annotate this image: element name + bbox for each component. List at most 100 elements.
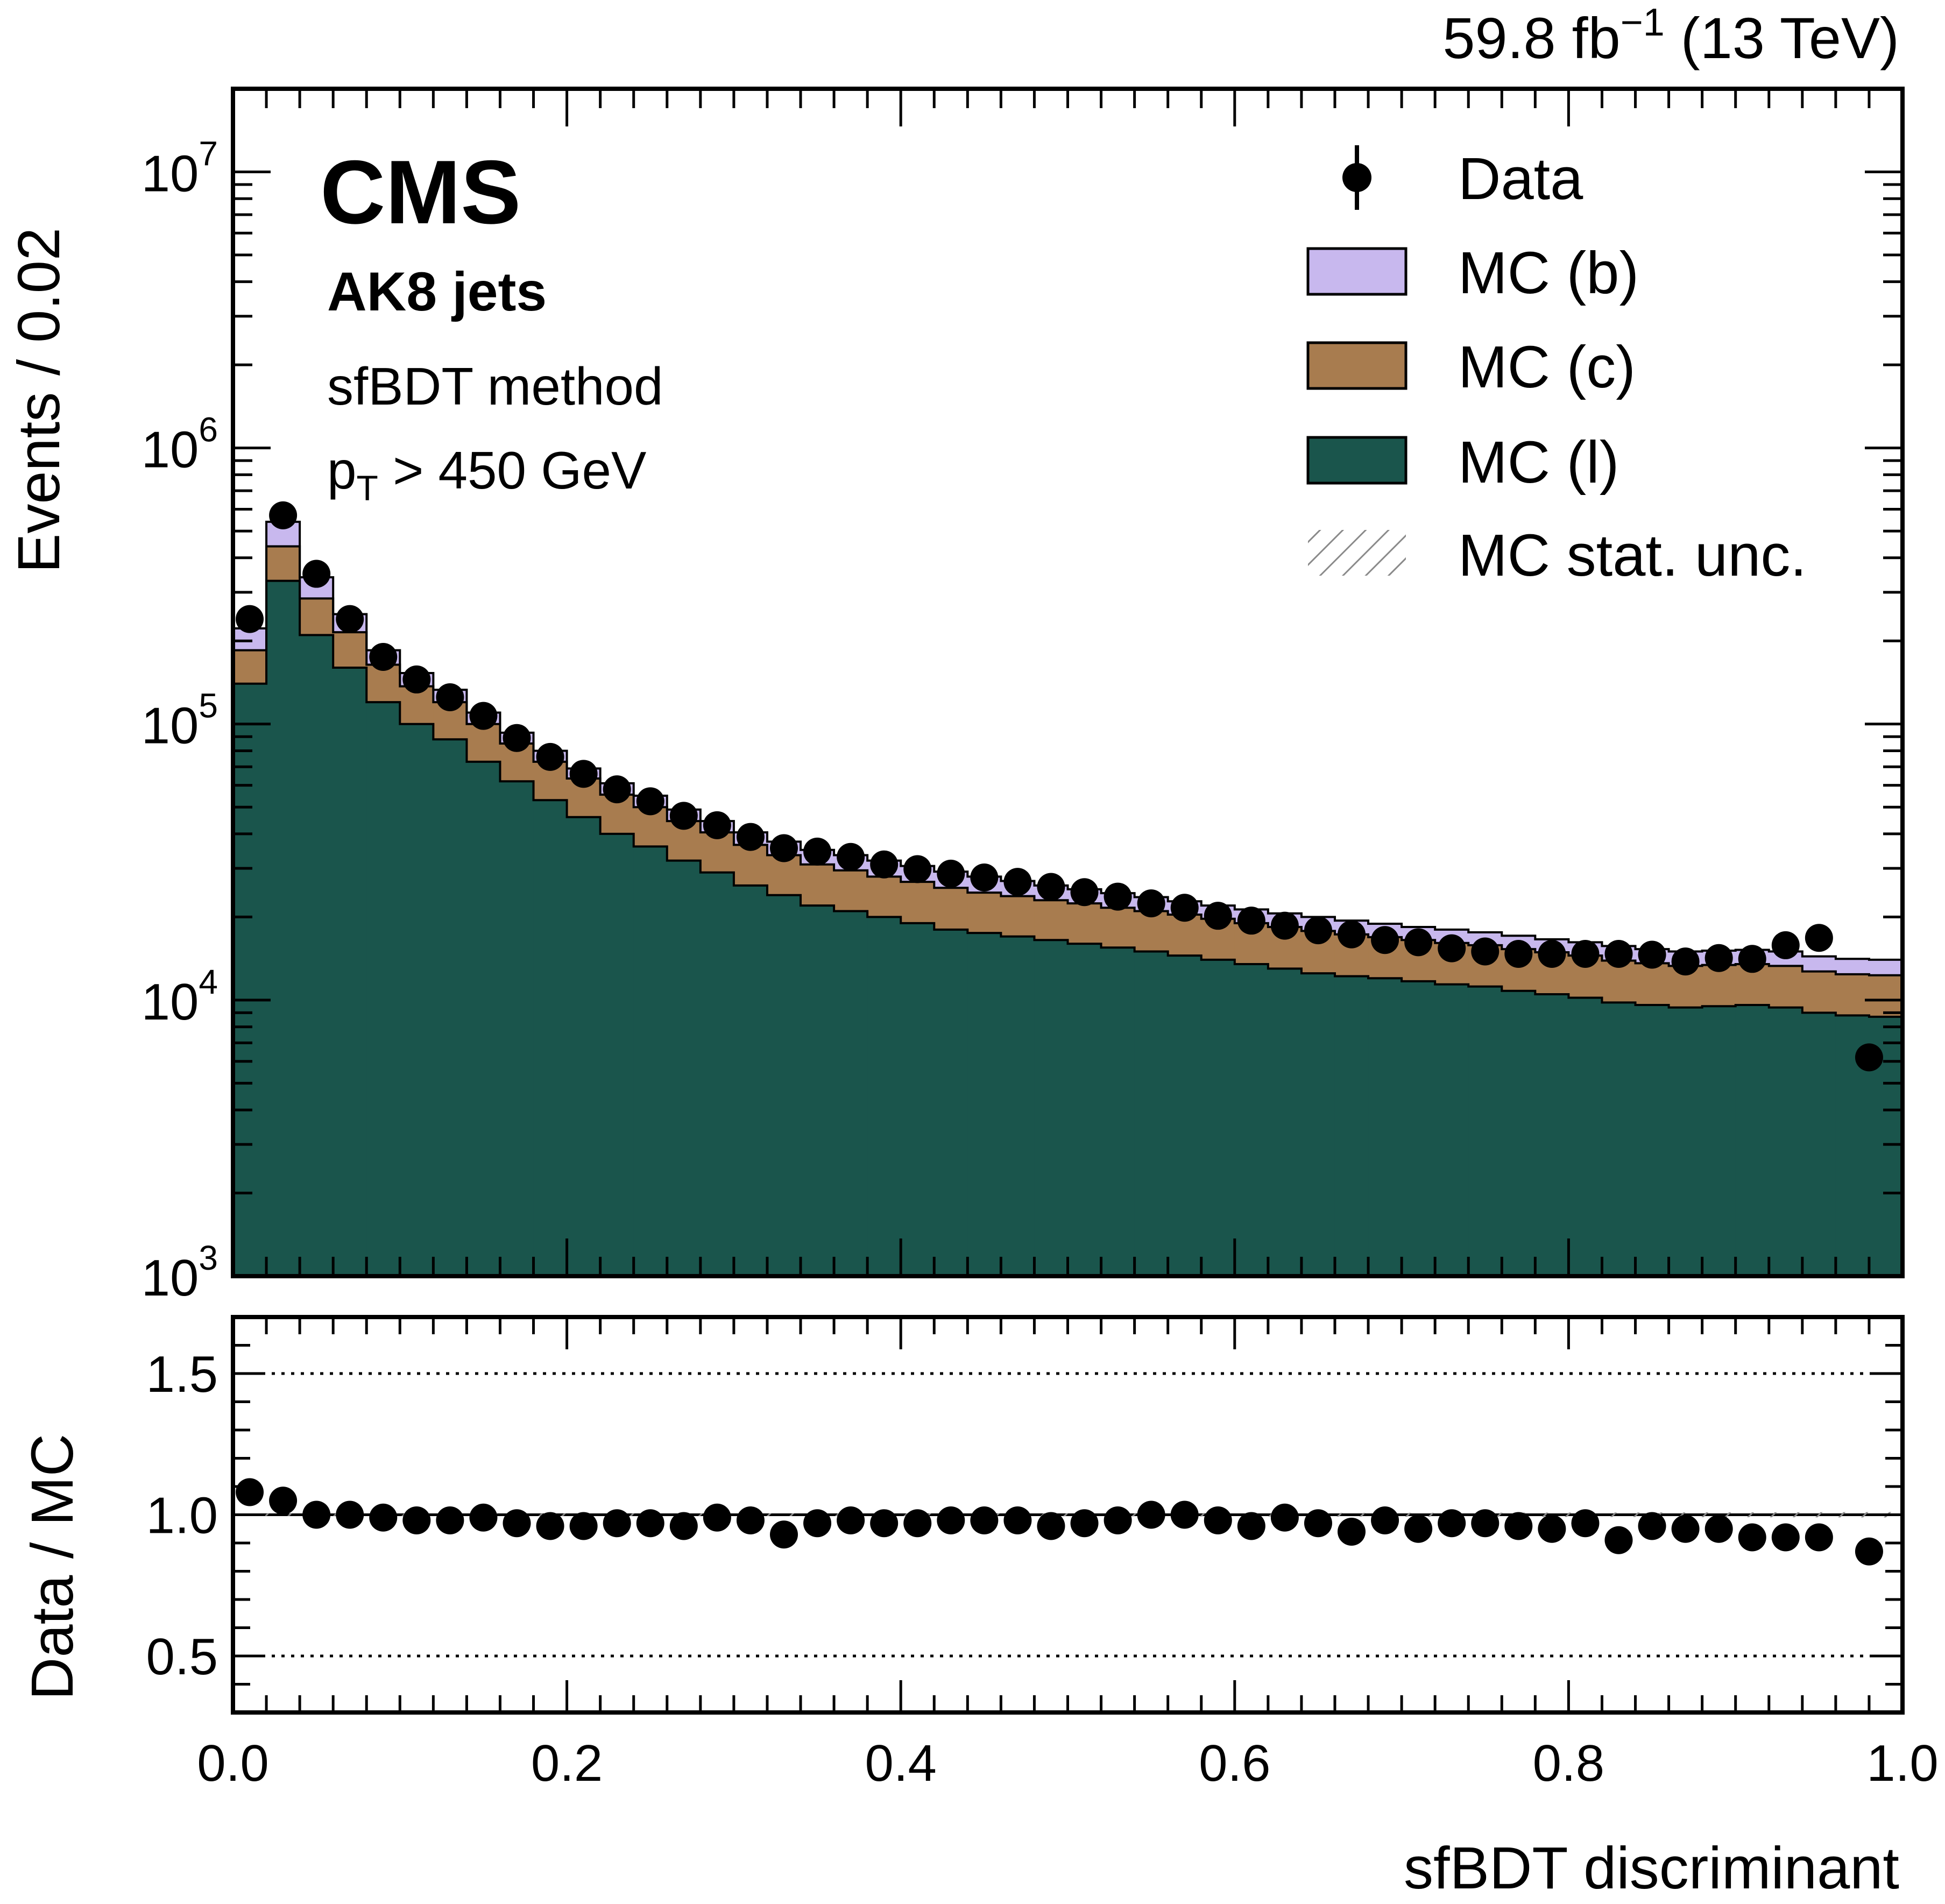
svg-text:MC (c): MC (c) [1458,334,1636,400]
ratio-y-axis-label: Data / MC [19,1434,86,1700]
ratio-point [1604,1526,1633,1554]
ratio-point [636,1509,664,1538]
mc-l-bar [533,800,568,1276]
data-point [636,787,664,816]
mc-c-bar [1936,974,1945,1276]
mc-b-bar [1936,960,1945,1276]
y-tick-label: 105 [142,686,218,755]
mc-l-bar [1535,994,1569,1276]
mc-l-bar [667,860,701,1276]
ratio-point [1438,1509,1466,1538]
legend-item-mc-l: MC (l) [1306,429,1619,496]
ratio-point [1037,1512,1065,1540]
data-point [1170,894,1199,922]
ratio-point [1738,1523,1766,1552]
data-point [1003,868,1032,896]
data-point [1471,937,1500,966]
ratio-point [1104,1506,1132,1534]
mc-l-bar [867,917,901,1276]
mc-l-bar [366,702,400,1276]
mc-l-bar [901,923,935,1276]
ratio-point [1137,1500,1165,1529]
mc-l-bar [266,581,300,1276]
data-point [1805,924,1833,952]
y-tick-label: 106 [142,410,218,479]
ratio-point [1204,1506,1232,1534]
data-point [569,760,598,788]
ratio-point [503,1509,531,1538]
mc-l-bar [1101,947,1135,1276]
legend-item-mc-b: MC (b) [1306,240,1639,306]
ratio-point [703,1503,731,1532]
mc-l-bar [500,781,534,1276]
ratio-panel: 0.5 1.0 1.5 0.0 0.2 0.4 0.6 0.8 1.0 [146,1315,1945,1792]
y-tick-label: 104 [142,962,218,1031]
data-point [503,724,531,752]
ratio-point [469,1503,498,1532]
data-point [469,702,498,730]
x-tick-label: 0.4 [865,1735,936,1792]
ratio-point [1538,1514,1566,1543]
data-points [236,501,1883,1072]
mc-l-bar [733,885,768,1276]
data-point [703,811,731,839]
mc-l-bar [1034,940,1069,1276]
data-point [1204,902,1232,930]
mc-l-bar [1168,955,1202,1276]
ratio-point [269,1487,298,1515]
mc-l-bar [633,846,668,1276]
ratio-y-tick-label: 1.5 [146,1346,218,1403]
ratio-point [1070,1509,1099,1538]
mc-l-bar [1301,973,1335,1276]
jet-label: AK8 jets [327,261,547,322]
ratio-point [1304,1509,1332,1538]
data-point [1855,1043,1883,1072]
mc-l-bar [934,929,968,1276]
stat-unc-band [1769,1512,1802,1518]
ratio-point [1003,1506,1032,1534]
ratio-point [870,1509,899,1538]
svg-text:MC (b): MC (b) [1458,240,1639,306]
ratio-point [336,1500,364,1529]
mc-c-bar [1902,972,1936,1276]
mc-l-bar [1067,944,1102,1276]
data-point [803,837,832,866]
mc-l-bar [1902,1013,1936,1276]
data-point [1137,889,1165,918]
stat-unc-band [767,1513,801,1516]
mc-l-bar [1668,1007,1703,1276]
ratio-point [569,1512,598,1540]
mc-l-bar [767,895,801,1276]
data-point [1738,945,1766,973]
ratio-point [1471,1509,1500,1538]
mc-l-bar [333,667,367,1276]
cms-label: CMS [320,141,521,243]
main-frame [231,87,1905,1278]
stat-unc-band [1334,1513,1369,1517]
mc-l-bar [1134,951,1169,1276]
x-tick-label: 0.0 [197,1735,268,1792]
legend: Data MC (b) MC (c) MC (l) MC stat. unc. [1306,145,1807,589]
mc-l-bar [1268,968,1302,1276]
stat-unc-band [1936,1512,1945,1518]
data-point [1070,878,1099,907]
mc-l-bar [433,739,468,1276]
mc-b-outline [233,520,1902,1276]
stat-unc-band [1735,1512,1769,1518]
data-point [1338,920,1366,949]
data-point [1704,944,1733,972]
ratio-point [536,1512,564,1540]
x-tick-label: 0.6 [1199,1735,1270,1792]
mc-l-bar [466,761,501,1276]
x-axis-label: sfBDT discriminant [1404,1835,1899,1901]
ratio-point [903,1509,932,1538]
ratio-point [970,1506,999,1534]
mc-c-outline [233,545,1902,1276]
ratio-y-tick-label: 1.0 [146,1487,218,1545]
ratio-point [402,1506,431,1534]
mc-l-bars [233,581,1936,1276]
ratio-point [369,1503,398,1532]
legend-item-data: Data [1342,145,1583,212]
mc-l-bar [967,933,1001,1276]
